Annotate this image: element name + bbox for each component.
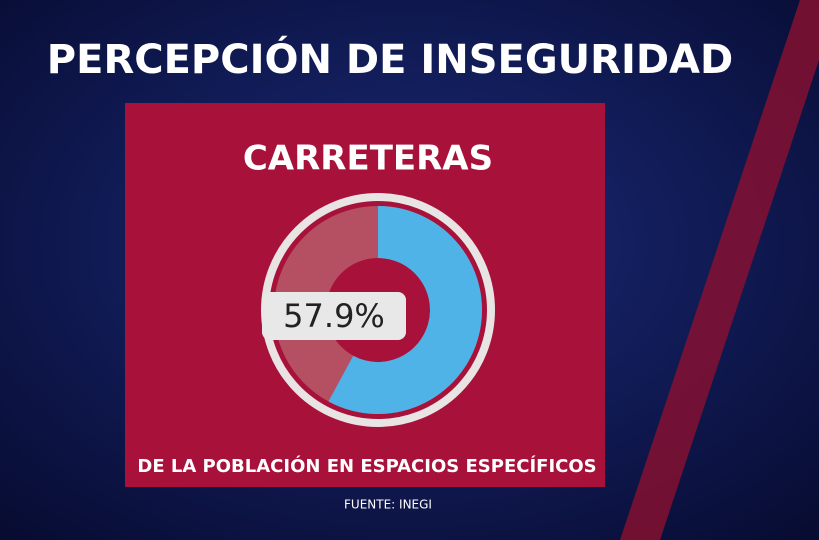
donut-slice [328, 206, 483, 414]
caption: DE LA POBLACIÓN EN ESPACIOS ESPECÍFICOS [137, 455, 596, 477]
chart-title: PERCEPCIÓN DE INSEGURIDAD [47, 35, 733, 83]
value-label-box [262, 292, 406, 340]
value-label: 57.9% [283, 297, 385, 335]
source: FUENTE: INEGI [344, 498, 432, 512]
chart-subtitle: CARRETERAS [243, 139, 493, 179]
marks [328, 206, 483, 414]
stripe [620, 0, 819, 540]
